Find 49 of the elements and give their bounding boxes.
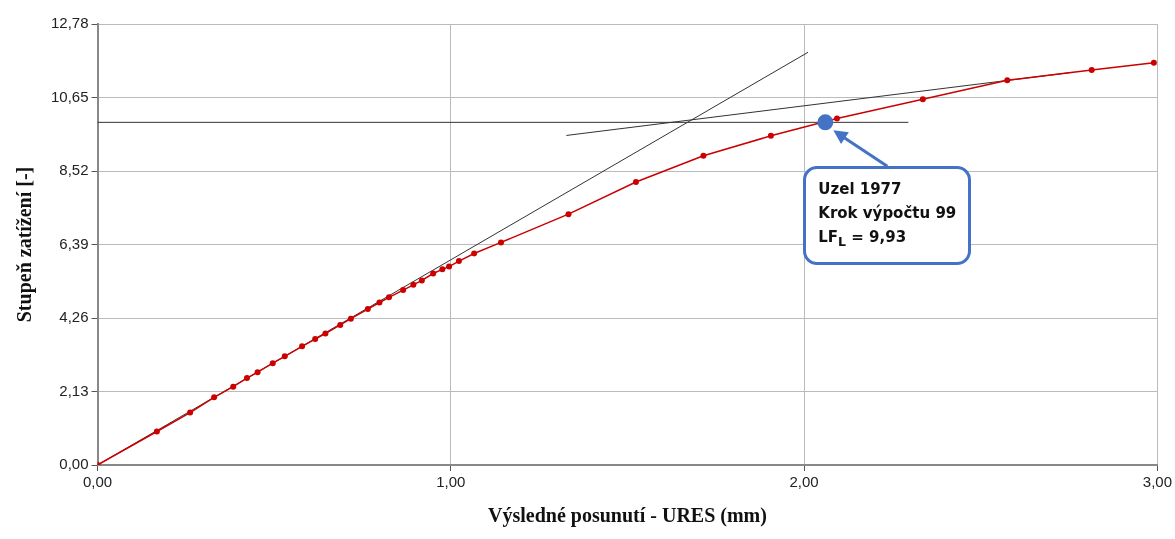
y-axis-title: Stupeň zatížení [-] <box>13 166 37 323</box>
point <box>312 336 319 343</box>
point <box>418 277 425 284</box>
point <box>269 360 276 367</box>
y-tick-label: 6,39 <box>59 234 89 252</box>
point <box>497 239 504 246</box>
point <box>322 330 329 337</box>
point <box>1088 66 1095 73</box>
point <box>919 96 926 103</box>
y-tick-label: 8,52 <box>59 161 89 179</box>
point <box>153 428 160 435</box>
y-tick-label: 12,78 <box>50 14 89 32</box>
point <box>565 211 572 218</box>
x-tick-label: 0,00 <box>82 473 113 491</box>
point <box>833 115 840 122</box>
point <box>817 114 834 131</box>
point <box>364 306 371 313</box>
point <box>254 369 261 376</box>
y-tick-label: 2,13 <box>59 381 89 399</box>
annotation: Uzel 1977 Krok výpočtu 99 LF$_{L}$ = 9,93 <box>818 179 957 252</box>
point <box>471 250 478 257</box>
point <box>376 299 383 306</box>
point <box>446 263 453 270</box>
point <box>386 294 392 301</box>
point <box>430 270 437 277</box>
y-tick-label: 0,00 <box>59 455 89 473</box>
point <box>632 179 639 186</box>
point <box>439 266 446 273</box>
point <box>243 375 250 382</box>
x-tick-label: 1,00 <box>436 473 466 491</box>
x-axis-title: Výsledné posunutí - URES (mm) <box>488 504 767 528</box>
point <box>455 258 462 265</box>
point <box>337 321 344 328</box>
point <box>211 394 218 401</box>
point <box>400 287 407 294</box>
point <box>1004 77 1011 84</box>
y-tick-label: 4,26 <box>59 308 89 326</box>
point <box>230 383 237 390</box>
point <box>347 315 354 322</box>
y-tick-label: 10,65 <box>50 87 89 105</box>
x-tick-label: 2,00 <box>789 473 819 491</box>
point <box>410 281 417 288</box>
point <box>299 343 306 350</box>
point <box>281 353 288 360</box>
point <box>1150 59 1157 66</box>
x-tick-label: 3,00 <box>1142 473 1172 491</box>
point <box>187 409 194 416</box>
point <box>700 152 707 159</box>
point <box>767 132 774 139</box>
